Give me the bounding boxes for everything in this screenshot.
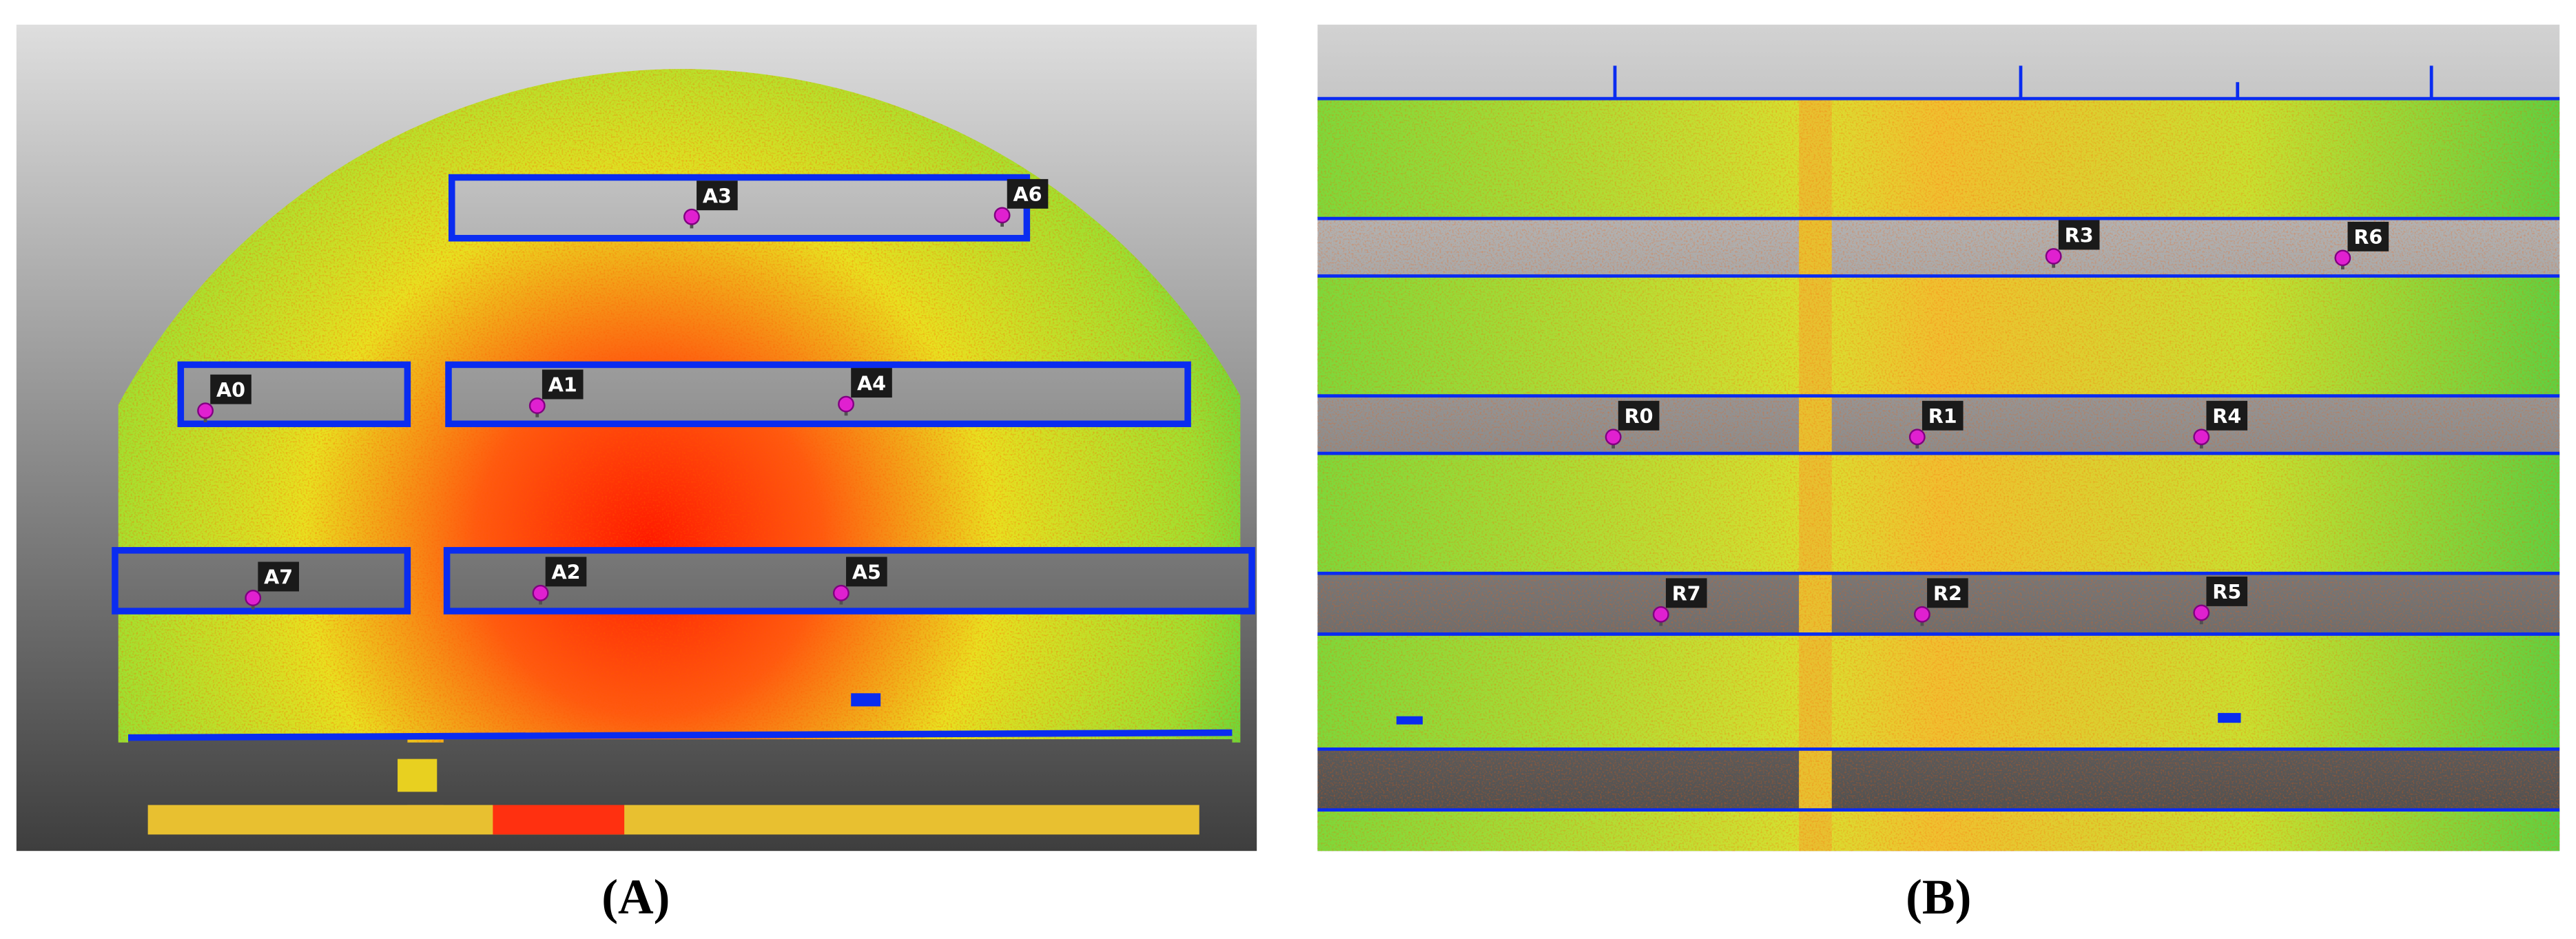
marker-pin	[528, 398, 546, 414]
marker-label-box	[1007, 178, 1049, 209]
marker-label: R5	[2212, 580, 2241, 603]
marker: R2	[1914, 578, 1968, 626]
marker: R7	[1652, 578, 1707, 626]
marker-label-box	[846, 557, 887, 587]
marker-label: A5	[852, 561, 881, 584]
marker-label-box	[697, 180, 738, 211]
marker-label-box	[1921, 400, 1964, 431]
marker-label-box	[2347, 221, 2389, 251]
marker-pin	[838, 395, 854, 413]
marker-label: A7	[264, 566, 293, 589]
marker-label: A2	[551, 561, 580, 584]
marker-label-box	[1618, 400, 1660, 431]
marker-label: R3	[2065, 224, 2094, 247]
caption: (B)	[1906, 870, 1971, 925]
marker-pin	[832, 584, 849, 601]
panel-a	[16, 24, 1257, 852]
marker-pin	[1908, 429, 1926, 446]
marker-label: R2	[1933, 582, 1962, 606]
markers: A0 A1 A4 A3 A6 A7 A2 A5 R3 R6 R0 R1 R4 R7 R2 R5	[197, 178, 2389, 626]
marker-pin	[2045, 248, 2062, 265]
marker-pin	[1605, 429, 1622, 446]
marker-label: A0	[216, 378, 245, 402]
marker-pin	[2334, 249, 2351, 267]
marker-pin	[1914, 606, 1930, 623]
marker-label-box	[2206, 400, 2248, 431]
marker-label: A1	[548, 373, 577, 397]
marker: A6	[993, 178, 1049, 227]
marker: R6	[2334, 221, 2389, 270]
marker-label: A4	[857, 371, 886, 395]
marker: A7	[245, 561, 300, 610]
marker-label: A6	[1013, 183, 1042, 206]
marker-pin	[197, 402, 214, 420]
marker: A4	[838, 368, 892, 416]
marker: A0	[197, 374, 251, 422]
marker: A2	[532, 557, 587, 605]
marker-label-box	[2058, 220, 2100, 250]
marker: A1	[528, 369, 584, 417]
marker-label-box	[851, 368, 892, 398]
marker-pin	[1652, 606, 1669, 623]
caption: (A)	[601, 870, 670, 925]
marker-label-box	[542, 369, 584, 400]
marker: R1	[1908, 400, 1964, 448]
marker: R3	[2045, 220, 2100, 268]
marker: A5	[832, 557, 887, 605]
marker: R0	[1605, 400, 1660, 448]
marker-pin	[683, 208, 700, 225]
marker: R5	[2193, 576, 2248, 625]
point-cloud-strip	[147, 805, 1199, 835]
marker-label-box	[1927, 578, 1968, 608]
marker-label-box	[2206, 576, 2248, 606]
marker-label-box	[545, 557, 587, 587]
panel-b	[1317, 24, 2560, 852]
marker: R4	[2193, 400, 2248, 448]
marker-label-box	[258, 561, 300, 592]
marker: A3	[683, 180, 738, 229]
edges	[1317, 65, 2560, 812]
marker-pin	[2193, 604, 2210, 621]
marker-pin	[245, 590, 262, 606]
marker-label-box	[210, 374, 251, 404]
marker-pin	[993, 207, 1011, 224]
marker-label: A3	[703, 184, 732, 207]
marker-pin	[2193, 429, 2210, 446]
marker-label: R6	[2353, 225, 2382, 249]
marker-label: R7	[1672, 582, 1701, 606]
marker-label-box	[1665, 578, 1707, 608]
marker-label: R1	[1928, 404, 1957, 428]
marker-label: R0	[1625, 404, 1653, 428]
marker-label: R4	[2212, 404, 2241, 428]
marker-pin	[532, 584, 549, 601]
